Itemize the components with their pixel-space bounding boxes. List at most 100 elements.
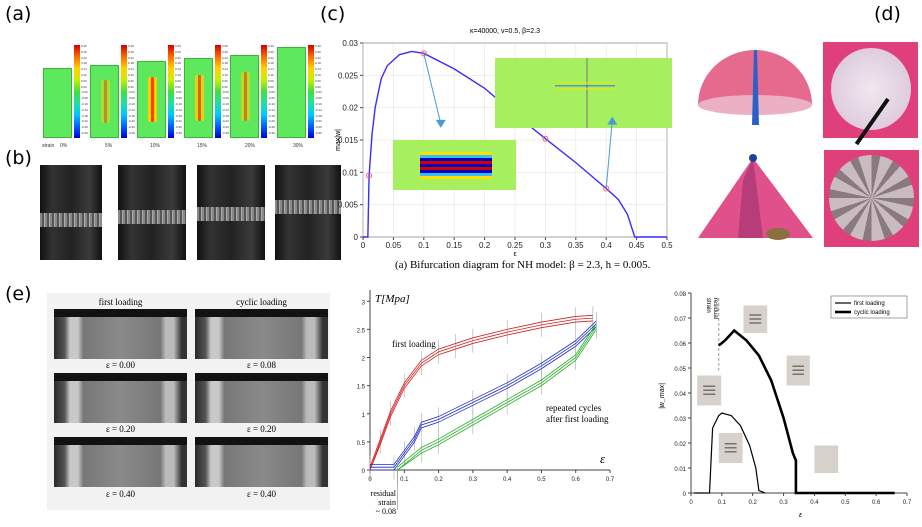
- bifurcation-curve: [363, 50, 667, 238]
- series-line: [370, 320, 597, 465]
- panel-a-strain-maps: 0.30 0.26 0.22 0.18 0.14 0.10 0.06 0.02 -0.02 -0.…: [0, 0, 330, 150]
- wrinkle-fringe: [201, 74, 204, 122]
- colorbar-tick: 0.18: [268, 61, 274, 66]
- wrinkle-fringe: [101, 80, 104, 123]
- wrinkle-stripe: [724, 443, 737, 445]
- strain-value: 10%: [150, 143, 161, 149]
- y-tick-label: 0.06: [674, 342, 686, 348]
- arrow-head-icon: [435, 119, 446, 128]
- wrinkle-stripe: [703, 393, 716, 395]
- y-tick-label: 0: [354, 233, 359, 242]
- y-tick-label: 0.02: [342, 104, 358, 113]
- colorbar-tick: 0.26: [175, 49, 181, 54]
- strain-value: 20%: [245, 143, 256, 149]
- colorbar-tick: 0.02: [315, 84, 321, 89]
- inset-wrinkle: [420, 152, 492, 155]
- colorbar-tick: -0.26: [128, 125, 135, 130]
- wrinkle-fringe: [195, 74, 198, 122]
- x-tick-label: 0.1: [418, 241, 430, 250]
- y-tick-label: 2.5: [357, 328, 366, 334]
- inset-wrinkle: [420, 158, 492, 161]
- x-tick-label: 0.4: [601, 241, 613, 250]
- loading-photo: [54, 309, 187, 359]
- colorbar-tick: -0.02: [81, 90, 88, 95]
- x-tick-label: 0.3: [540, 241, 552, 250]
- x-tick-label: 0.2: [434, 477, 443, 483]
- colorbar-tick: 0.10: [222, 73, 228, 77]
- x-tick-label: 0.4: [810, 500, 819, 506]
- inset-wrinkle: [420, 164, 492, 167]
- colorbar-tick: 0.22: [81, 55, 87, 60]
- inset-wrinkle: [420, 161, 492, 164]
- x-tick-label: 0.1: [400, 477, 409, 483]
- wrinkle-stripe: [749, 318, 762, 320]
- colorbar-tick: 0.06: [128, 78, 134, 83]
- series-line: [369, 314, 593, 468]
- colorbar-tick: -0.22: [268, 119, 275, 124]
- specimen-photo: [40, 165, 102, 260]
- y-tick-label: 0.005: [338, 201, 359, 210]
- strain-map: [277, 47, 306, 138]
- strain-value: 30%: [293, 143, 304, 149]
- photo-top-view-2: [824, 150, 919, 247]
- wrinkle-fringe: [241, 72, 244, 121]
- colorbar-tick: 0.30: [268, 44, 274, 48]
- panel-label-d: (d): [874, 3, 901, 25]
- wrinkle-fringe: [151, 77, 154, 122]
- wrinkle-stripe: [792, 373, 805, 375]
- y-tick-label: 0.015: [338, 136, 359, 145]
- strain-map: [137, 61, 166, 138]
- colorbar-tick: 0.06: [268, 78, 274, 83]
- colorbar-tick: -0.10: [128, 102, 135, 106]
- x-tick-label: 0.1: [718, 500, 727, 506]
- strain-caption: ε = 0.20: [246, 424, 277, 434]
- strain-value: 15%: [197, 143, 208, 149]
- y-tick-label: 0.07: [674, 317, 686, 323]
- wrinkle-stripe: [724, 447, 737, 449]
- colorbar-tick: 0.14: [222, 67, 228, 72]
- colorbar-tick: 0.06: [222, 78, 228, 83]
- wrinkle-stripe: [749, 322, 762, 324]
- wrinkle-fringe: [154, 77, 157, 122]
- colorbar-tick: -0.02: [315, 90, 322, 95]
- colorbar-tick: 0.02: [175, 84, 181, 89]
- colorbar-tick: -0.18: [222, 113, 229, 118]
- cone-illustration: [698, 154, 813, 240]
- strain-caption: ε = 0.20: [105, 424, 136, 434]
- stress-xlabel: ε: [600, 451, 606, 466]
- series-line: [370, 323, 597, 468]
- strain-caption: ε = 0.08: [246, 360, 277, 370]
- panel-label-b: (b): [5, 147, 32, 169]
- colorbar-tick: -0.10: [81, 102, 88, 106]
- loading-photo: [195, 373, 328, 423]
- photo-top-view-1: [823, 42, 918, 146]
- colorbar-tick: 0.22: [222, 55, 228, 60]
- annotation-repeated-cycles: repeated cycles: [546, 403, 602, 413]
- wrinkle-stripe: [724, 451, 737, 453]
- panel-label-c: (c): [320, 3, 346, 25]
- colorbar-tick: -0.14: [128, 107, 135, 112]
- colorbar: [121, 45, 127, 138]
- wrinkle-fringe: [198, 74, 201, 122]
- colorbar-tick: 0.10: [128, 73, 134, 77]
- wrinkle-inset: [814, 445, 839, 473]
- strain-label: strain: [42, 143, 55, 149]
- residual-note-line: strain: [705, 298, 711, 313]
- colorbar-tick: 0.18: [222, 61, 228, 66]
- strain-value: 0%: [60, 143, 68, 149]
- x-tick-label: 0.6: [572, 477, 581, 483]
- colorbar-tick: 0.22: [315, 55, 321, 60]
- y-tick-label: 0.04: [674, 392, 686, 398]
- colorbar-tick: -0.02: [175, 90, 182, 95]
- x-axis-label: ε: [513, 251, 516, 258]
- colorbar-tick: 0.10: [175, 73, 181, 77]
- series-line: [397, 326, 597, 471]
- amp-xlabel: ε: [799, 512, 803, 519]
- y-tick-label: 0: [362, 469, 366, 475]
- x-tick-label: 0: [368, 477, 372, 483]
- colorbar-tick: -0.22: [222, 119, 229, 124]
- colorbar-tick: -0.10: [268, 102, 275, 106]
- panel-d-images: [685, 30, 922, 260]
- residual-note-line: ~ 0.08: [375, 507, 396, 516]
- chart-c-caption: (a) Bifurcation diagram for NH model: β …: [395, 259, 651, 271]
